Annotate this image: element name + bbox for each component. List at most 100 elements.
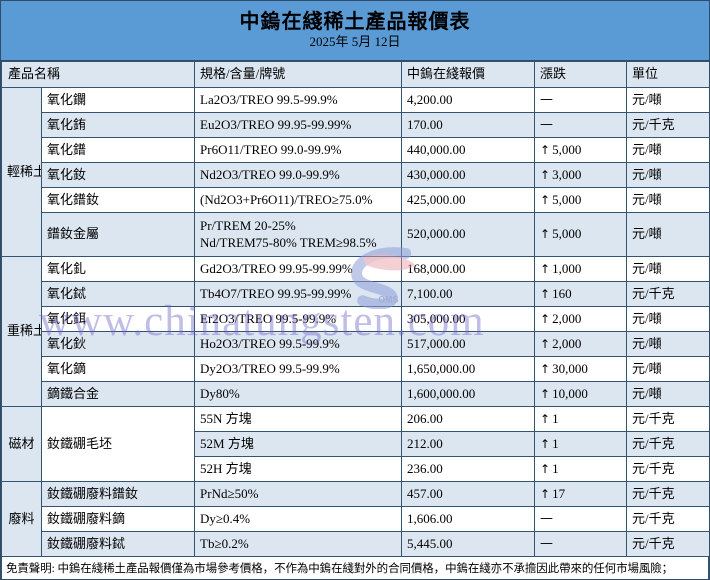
price-unit: 元/千克	[626, 531, 709, 557]
product-name: 氧化鏑	[40, 356, 196, 382]
product-spec: Eu2O3/TREO 99.95-99.99%	[194, 112, 403, 138]
spec-line: Dy2O3/TREO 99.5-99.9%	[200, 360, 340, 376]
change-value: 1	[552, 410, 559, 426]
table-row: 重稀土氧化釓Gd2O3/TREO 99.95-99.99%168,000.00↑…	[1, 256, 709, 407]
price-change: ↑ 160	[534, 281, 628, 307]
product-spec: Dy≥0.4%	[194, 506, 403, 532]
product-spec: Pr/TREM 20-25% Nd/TREM75-80% TREM≥98.5%	[194, 212, 403, 257]
group-label-1: 輕稀土	[1, 87, 42, 257]
table-row: 52M 方塊 212.00 ↑ 1 元/千克	[2, 431, 709, 457]
product-name: 氧化鑭	[40, 87, 196, 113]
change-flat-icon: —	[540, 117, 554, 133]
title-banner: 中鎢在綫稀土產品報價表 2025年 5月 12日	[1, 1, 709, 61]
change-value: 10,000	[552, 385, 588, 401]
spec-line: Nd2O3/TREO 99.0-99.9%	[200, 166, 340, 182]
product-price: 457.00	[401, 481, 536, 507]
product-price: 5,445.00	[401, 531, 536, 557]
column-header-product: 產品名稱	[1, 61, 196, 88]
product-spec: 52M 方塊	[194, 431, 403, 457]
change-value: 2,000	[552, 335, 582, 351]
spec-line: Dy≥0.4%	[200, 510, 251, 526]
product-name: 氧化銪	[40, 112, 196, 138]
table-row: 廢料 釹鐵硼廢料鐠釹 PrNd≥50% 457.00 ↑ 17 元/千克	[1, 481, 709, 557]
price-change: ↑ 1,000	[534, 256, 628, 282]
product-spec: Tb4O7/TREO 99.95-99.99%	[194, 281, 403, 307]
product-price: 236.00	[401, 456, 536, 482]
change-value: 1	[552, 435, 559, 451]
arrow-up-icon: ↑	[540, 167, 551, 182]
disclaimer-footer: 免責聲明: 中鎢在綫稀土產品報價僅為市場參考價格，不作為中鎢在綫對外的合同價格，…	[1, 557, 709, 579]
change-value: 1,000	[552, 260, 582, 276]
spec-line: Pr6O11/TREO 99.0-99.9%	[200, 141, 342, 157]
spec-line: Nd/TREM75-80% TREM≥98.5%	[200, 234, 377, 250]
table-row: 鐠釹金屬 Pr/TREM 20-25% Nd/TREM75-80% TREM≥98.…	[2, 212, 709, 257]
price-change: ↑ 10,000	[534, 381, 628, 407]
price-change: ↑ 5,000	[534, 187, 628, 213]
price-change: ↑ 30,000	[534, 356, 628, 382]
product-spec: Dy80%	[194, 381, 403, 407]
table-header: 產品名稱 規格/含量/牌號 中鎢在綫報價 漲跌 單位	[1, 61, 709, 88]
product-price: 1,650,000.00	[401, 356, 536, 382]
product-name: 釹鐵硼廢料鋱	[40, 531, 196, 557]
price-unit: 元/噸	[626, 381, 709, 407]
price-change: ↑ 17	[534, 481, 628, 507]
price-unit: 元/千克	[626, 506, 709, 532]
change-value: 3,000	[552, 166, 582, 182]
table-row: 氧化釹 Nd2O3/TREO 99.0-99.9% 430,000.00 ↑ 3,000…	[2, 162, 709, 188]
price-unit: 元/千克	[626, 281, 709, 307]
arrow-up-icon: ↑	[540, 361, 551, 376]
product-price: 440,000.00	[401, 137, 536, 163]
product-price: 206.00	[401, 406, 536, 432]
price-unit: 元/噸	[626, 137, 709, 163]
product-name: 氧化鐠	[40, 137, 196, 163]
change-value: 17	[552, 485, 566, 501]
product-price: 212.00	[401, 431, 536, 457]
product-name: 鐠釹金屬	[40, 212, 196, 257]
spec-line: Tb≥0.2%	[200, 535, 249, 551]
spec-line: 55N 方塊	[200, 410, 252, 426]
price-unit: 元/噸	[626, 87, 709, 113]
arrow-up-icon: ↑	[540, 386, 551, 401]
arrow-up-icon: ↑	[540, 486, 551, 501]
arrow-up-icon: ↑	[540, 261, 551, 276]
price-change: —	[534, 506, 628, 532]
product-name: 釹鐵硼廢料鐠釹	[40, 481, 196, 507]
product-price: 4,200.00	[401, 87, 536, 113]
arrow-up-icon: ↑	[540, 436, 551, 451]
table-row: 輕稀土氧化鑭La2O3/TREO 99.5-99.9% 4,200.00— 元/噸	[1, 87, 709, 257]
change-value: 5,000	[552, 226, 582, 242]
table-row: 氧化鋱 Tb4O7/TREO 99.95-99.99% 7,100.00 ↑ 160 元/…	[2, 281, 709, 307]
group-label-3: 磁材	[1, 406, 42, 482]
price-unit: 元/噸	[626, 331, 709, 357]
price-change: ↑ 2,000	[534, 306, 628, 332]
change-value: 2,000	[552, 310, 582, 326]
price-change: ↑ 5,000	[534, 137, 628, 163]
product-price: 1,606.00	[401, 506, 536, 532]
price-unit: 元/噸	[626, 256, 709, 282]
product-name: 鏑鐵合金	[40, 381, 196, 407]
column-header-price: 中鎢在綫報價	[401, 61, 536, 88]
arrow-up-icon: ↑	[540, 411, 551, 426]
table-row: 氧化鏑 Dy2O3/TREO 99.5-99.9% 1,650,000.00 ↑ 30,…	[2, 356, 709, 382]
price-change: ↑ 1	[534, 431, 628, 457]
column-header-spec: 規格/含量/牌號	[194, 61, 403, 88]
change-value: 1	[552, 460, 559, 476]
spec-line: Eu2O3/TREO 99.95-99.99%	[200, 116, 352, 132]
table-row: 磁材 釹鐵硼毛坯 55N 方塊 206.00 ↑ 1 元/千克	[1, 406, 709, 482]
product-spec: Gd2O3/TREO 99.95-99.99%	[194, 256, 403, 282]
product-spec: Er2O3/TREO 99.5-99.9%	[194, 306, 403, 332]
spec-line: Gd2O3/TREO 99.95-99.99%	[200, 260, 353, 276]
price-unit: 元/千克	[626, 431, 709, 457]
product-price: 520,000.00	[401, 212, 536, 257]
product-name: 氧化鋱	[40, 281, 196, 307]
price-unit: 元/噸	[626, 187, 709, 213]
spec-line: Pr/TREM 20-25%	[200, 218, 296, 234]
price-unit: 元/噸	[626, 212, 709, 257]
page-title: 中鎢在綫稀土產品報價表	[239, 11, 471, 34]
spec-line: Ho2O3/TREO 99.5-99.9%	[200, 335, 340, 351]
product-name: 釹鐵硼廢料鏑	[40, 506, 196, 532]
arrow-up-icon: ↑	[540, 142, 551, 157]
product-price: 430,000.00	[401, 162, 536, 188]
price-change: —	[534, 531, 628, 557]
group-label-2: 重稀土	[1, 256, 42, 407]
